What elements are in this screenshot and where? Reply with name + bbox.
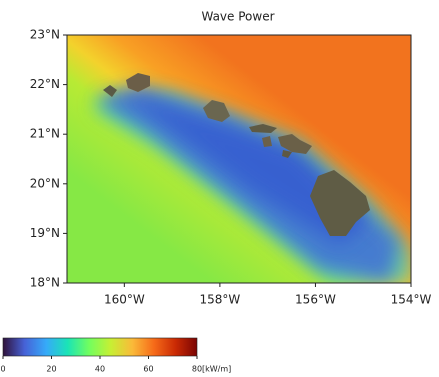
colorbar-tick-label: 60 xyxy=(143,365,153,374)
y-tick-label: 21°N xyxy=(30,127,60,141)
x-tick-label: 156°W xyxy=(295,293,336,307)
chart-title: Wave Power xyxy=(201,10,274,24)
colorbar-scale xyxy=(3,338,197,356)
colorbar: 0 20 40 60 80[kW/m] xyxy=(0,338,231,374)
x-tick-label: 160°W xyxy=(104,293,145,307)
wave-field xyxy=(67,35,411,283)
colorbar-unit: [kW/m] xyxy=(202,365,231,374)
colorbar-tick-label: 20 xyxy=(46,365,56,374)
colorbar-tick-label: 0 xyxy=(0,365,5,374)
colorbar-tick-label: 80 xyxy=(192,365,202,374)
x-tick-label: 154°W xyxy=(391,293,432,307)
y-tick-label: 22°N xyxy=(30,77,60,91)
y-tick-label: 20°N xyxy=(30,176,60,190)
map-figure: Wave Power 0 20 40 60 80[kW/m] 18°N 19°N 20°N 2… xyxy=(0,0,439,377)
y-tick-label: 23°N xyxy=(30,28,60,42)
x-tick-label: 158°W xyxy=(199,293,240,307)
colorbar-tick-label: 40 xyxy=(95,365,105,374)
y-tick-label: 18°N xyxy=(30,276,60,290)
y-tick-label: 19°N xyxy=(30,226,60,240)
